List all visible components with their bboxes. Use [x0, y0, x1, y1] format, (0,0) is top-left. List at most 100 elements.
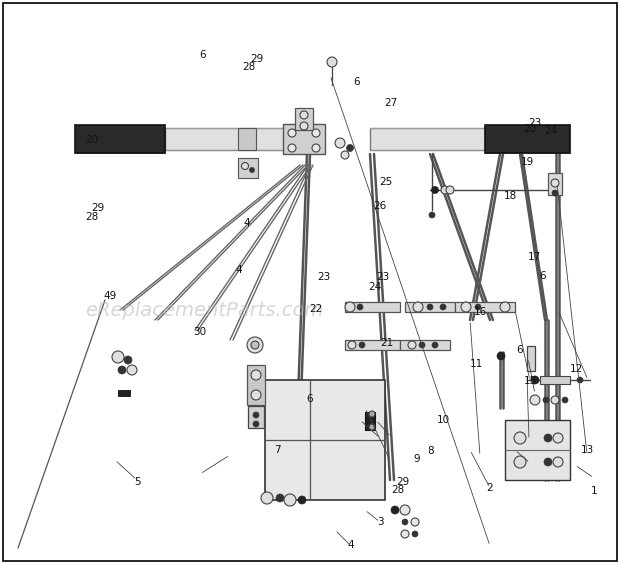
Circle shape: [335, 138, 345, 148]
Text: 4: 4: [236, 265, 242, 275]
Circle shape: [391, 506, 399, 514]
Circle shape: [249, 168, 254, 173]
Text: 2: 2: [487, 483, 493, 493]
Circle shape: [369, 411, 375, 417]
Text: 9: 9: [414, 453, 420, 464]
Circle shape: [408, 341, 416, 349]
Text: 12: 12: [570, 364, 583, 374]
Text: 28: 28: [391, 484, 405, 495]
Text: 20: 20: [85, 135, 99, 145]
Text: 24: 24: [544, 126, 557, 136]
Bar: [248, 406, 264, 428]
Circle shape: [401, 530, 409, 538]
Circle shape: [329, 59, 335, 64]
Text: 15: 15: [523, 376, 537, 386]
Circle shape: [284, 494, 296, 506]
Circle shape: [553, 433, 563, 443]
Circle shape: [124, 356, 132, 364]
Text: 5: 5: [135, 477, 141, 487]
Text: 19: 19: [520, 157, 534, 168]
Bar: [365, 412, 375, 430]
Bar: [247, 365, 265, 405]
Circle shape: [544, 434, 552, 442]
Circle shape: [348, 341, 356, 349]
Circle shape: [440, 304, 446, 310]
Circle shape: [118, 366, 126, 374]
Bar: [345, 340, 400, 350]
Text: 4: 4: [348, 540, 354, 550]
Circle shape: [298, 496, 306, 504]
Circle shape: [312, 129, 320, 137]
Text: 6: 6: [516, 345, 523, 355]
Bar: [283, 124, 325, 154]
Text: 17: 17: [528, 252, 541, 262]
Circle shape: [419, 342, 425, 348]
Circle shape: [514, 432, 526, 444]
Circle shape: [402, 519, 408, 525]
Bar: [345, 302, 400, 312]
Text: 11: 11: [469, 359, 483, 369]
Text: 6: 6: [307, 394, 313, 404]
Circle shape: [359, 342, 365, 348]
Text: 49: 49: [104, 291, 117, 301]
Text: 28: 28: [242, 61, 256, 72]
Circle shape: [369, 424, 375, 430]
Text: 26: 26: [373, 201, 386, 211]
Bar: [165, 128, 285, 150]
Circle shape: [288, 129, 296, 137]
Circle shape: [432, 187, 438, 193]
Bar: [295, 108, 313, 130]
Circle shape: [253, 412, 259, 418]
Text: 29: 29: [396, 477, 410, 487]
Text: 28: 28: [85, 212, 99, 222]
Text: 6: 6: [200, 50, 206, 60]
Circle shape: [432, 342, 438, 348]
Circle shape: [429, 212, 435, 218]
Bar: [505, 420, 570, 480]
Bar: [75, 125, 165, 153]
Text: 4: 4: [244, 218, 250, 228]
Circle shape: [276, 494, 284, 502]
Circle shape: [300, 111, 308, 119]
Circle shape: [427, 304, 433, 310]
Bar: [238, 158, 258, 178]
Circle shape: [327, 57, 337, 67]
Circle shape: [553, 457, 563, 467]
Circle shape: [411, 518, 419, 526]
Bar: [370, 128, 485, 150]
Circle shape: [247, 337, 263, 353]
Circle shape: [341, 151, 349, 159]
Circle shape: [242, 162, 249, 170]
Bar: [455, 302, 515, 312]
Text: 23: 23: [317, 272, 330, 283]
Circle shape: [531, 376, 539, 384]
Circle shape: [251, 370, 261, 380]
Text: 27: 27: [384, 98, 397, 108]
Text: 24: 24: [368, 281, 382, 292]
Circle shape: [347, 144, 353, 152]
Text: 29: 29: [91, 202, 105, 213]
Bar: [400, 340, 450, 350]
Text: 20: 20: [523, 124, 537, 134]
Circle shape: [400, 505, 410, 515]
Circle shape: [312, 144, 320, 152]
Circle shape: [552, 190, 558, 196]
Bar: [527, 346, 535, 371]
Bar: [405, 302, 455, 312]
Bar: [485, 125, 570, 153]
Circle shape: [413, 302, 423, 312]
Circle shape: [551, 396, 559, 404]
Circle shape: [357, 304, 363, 310]
Text: 6: 6: [539, 271, 546, 281]
Bar: [265, 380, 385, 500]
Text: 23: 23: [528, 118, 541, 128]
Circle shape: [544, 458, 552, 466]
Text: 7: 7: [275, 445, 281, 455]
Circle shape: [543, 397, 549, 403]
Circle shape: [446, 186, 454, 194]
Circle shape: [300, 122, 308, 130]
Circle shape: [500, 302, 510, 312]
Text: 3: 3: [377, 517, 383, 527]
Circle shape: [441, 186, 449, 194]
Text: 21: 21: [380, 338, 394, 348]
